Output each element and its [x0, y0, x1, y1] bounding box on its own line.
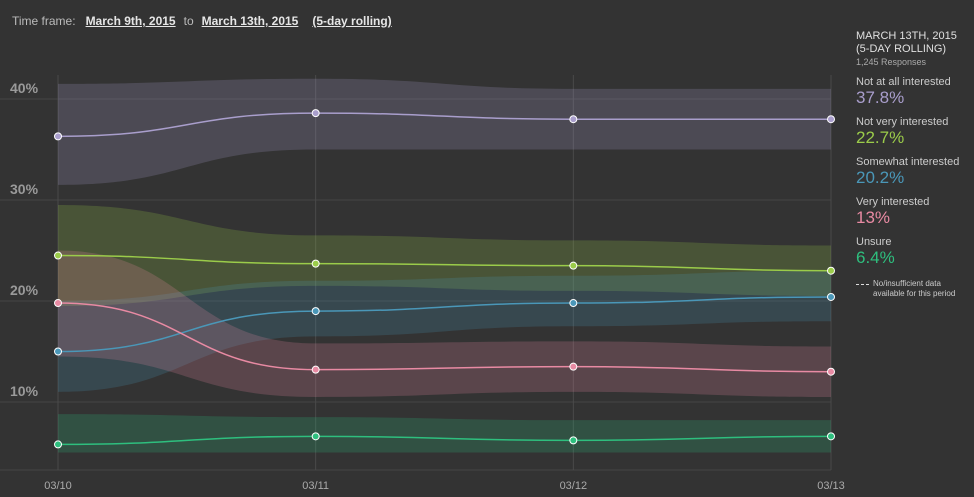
y-tick-label: 40% — [10, 80, 39, 96]
point-very-interested-03-13[interactable] — [827, 367, 835, 376]
point-unsure-03-13[interactable] — [827, 432, 835, 441]
legend-item-not-very-interested: Not very interested 22.7% — [856, 116, 971, 147]
band-not-at-all-interested — [58, 78, 831, 185]
point-not-at-all-interested-03-10[interactable] — [54, 132, 62, 141]
x-axis-labels: 03/10 03/11 03/12 03/13 — [44, 480, 845, 492]
legend-item-value: 37.8% — [856, 88, 905, 107]
legend-item-value: 22.7% — [856, 128, 905, 147]
line-somewhat-interested — [57, 296, 832, 353]
point-somewhat-interested-03-13[interactable] — [827, 292, 835, 301]
point-not-very-interested-03-13[interactable] — [827, 266, 835, 275]
point-somewhat-interested-03-12[interactable] — [569, 299, 578, 308]
x-tick-label: 03/10 — [44, 480, 72, 492]
point-very-interested-03-11[interactable] — [311, 365, 320, 374]
x-tick-label: 03/11 — [302, 480, 329, 492]
timeframe-bar: Time frame: March 9th, 2015 to March 13t… — [12, 14, 392, 28]
legend-item-label: Not at all interested — [856, 76, 951, 88]
y-tick-label: 10% — [10, 383, 39, 399]
point-not-very-interested-03-10[interactable] — [54, 251, 62, 260]
legend-item-value: 13% — [856, 208, 891, 227]
point-not-at-all-interested-03-13[interactable] — [827, 115, 835, 124]
point-not-at-all-interested-03-12[interactable] — [569, 115, 578, 124]
responses-count: 1,245 Responses — [856, 57, 927, 67]
point-unsure-03-12[interactable] — [569, 436, 578, 445]
no-data-note-text: No/insufficient data available for this … — [873, 279, 956, 298]
legend-item-unsure: Unsure 6.4% — [856, 236, 971, 267]
legend-item-somewhat-interested: Somewhat interested 20.2% — [856, 156, 971, 187]
legend-item-value: 20.2% — [856, 168, 905, 187]
band-unsure — [58, 414, 831, 453]
legend-item-value: 6.4% — [856, 248, 895, 267]
line-unsure — [57, 435, 832, 446]
series-points — [54, 109, 835, 449]
start-date-link[interactable]: March 9th, 2015 — [85, 14, 176, 28]
line-very-interested — [57, 302, 832, 373]
legend-item-not-at-all-interested: Not at all interested 37.8% — [856, 76, 971, 107]
y-tick-label: 30% — [10, 181, 39, 197]
timeframe-to: to — [183, 14, 194, 28]
end-date-link[interactable]: March 13th, 2015 — [201, 14, 299, 28]
series-lines — [57, 112, 832, 446]
point-unsure-03-10[interactable] — [54, 440, 62, 449]
point-not-at-all-interested-03-11[interactable] — [311, 109, 320, 118]
point-unsure-03-11[interactable] — [311, 432, 320, 441]
band-not-very-interested — [58, 205, 831, 307]
legend-item-very-interested: Very interested 13% — [856, 196, 971, 227]
band-very-interested — [58, 250, 831, 397]
no-data-note: No/insufficient data available for this … — [856, 279, 971, 299]
legend-item-label: Unsure — [856, 236, 892, 248]
y-tick-label: 20% — [10, 282, 39, 298]
confidence-bands — [58, 78, 831, 453]
legend-panel: MARCH 13TH, 2015 (5-DAY ROLLING) 1,245 R… — [856, 30, 971, 299]
band-somewhat-interested — [58, 270, 831, 392]
point-very-interested-03-12[interactable] — [569, 362, 578, 371]
rolling-window-link[interactable]: (5-day rolling) — [312, 14, 392, 28]
x-tick-label: 03/12 — [560, 480, 588, 492]
legend-date-title: MARCH 13TH, 2015 — [856, 30, 957, 42]
point-not-very-interested-03-11[interactable] — [311, 259, 320, 268]
point-somewhat-interested-03-11[interactable] — [311, 307, 320, 316]
x-tick-label: 03/13 — [817, 480, 845, 492]
timeframe-label: Time frame: — [12, 14, 76, 28]
dashed-line-icon — [856, 284, 869, 285]
point-somewhat-interested-03-10[interactable] — [54, 347, 62, 356]
point-not-very-interested-03-12[interactable] — [569, 261, 578, 270]
legend-rolling-title: (5-DAY ROLLING) — [856, 43, 947, 55]
legend-item-label: Somewhat interested — [856, 156, 960, 168]
line-not-very-interested — [57, 254, 832, 272]
line-not-at-all-interested — [57, 112, 831, 138]
legend-item-label: Not very interested — [856, 116, 949, 128]
y-axis-labels: 10% 20% 30% 40% — [10, 80, 39, 399]
point-very-interested-03-10[interactable] — [54, 299, 62, 308]
legend-item-label: Very interested — [856, 196, 930, 208]
